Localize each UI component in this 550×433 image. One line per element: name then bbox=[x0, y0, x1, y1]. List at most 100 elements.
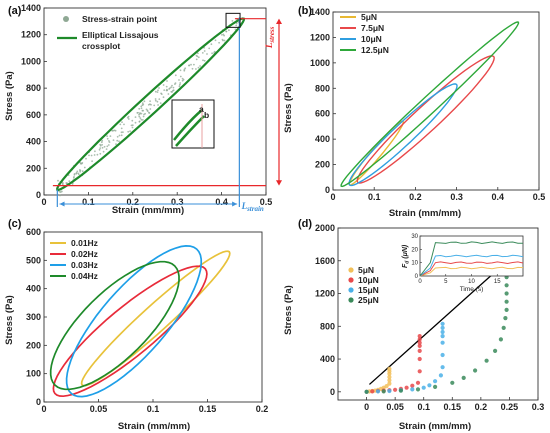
panel-b-series-1 bbox=[356, 55, 495, 184]
panel-a-zoom-box bbox=[225, 12, 241, 28]
panel-a-point bbox=[188, 64, 190, 67]
panel-c-xtick-label-4: 0.2 bbox=[256, 404, 269, 414]
panel-b-xtick-label-1: 0.1 bbox=[368, 192, 381, 202]
panel-b-xtick-label-3: 0.3 bbox=[450, 192, 463, 202]
panel-d-legend-label-3: 25μN bbox=[358, 295, 379, 305]
panel-a-point bbox=[81, 170, 84, 173]
panel-c-xtick-label-1: 0.05 bbox=[90, 404, 108, 414]
panel-c-ylabel: Stress (Pa) bbox=[4, 295, 15, 345]
panel-a-point bbox=[73, 176, 75, 178]
panel-d-legend-marker-1 bbox=[348, 277, 354, 283]
panel-a-xtick-label-2: 0.2 bbox=[127, 197, 140, 207]
panel-d-point-1-8 bbox=[410, 383, 415, 388]
panel-d-inset-xlabel: Time (s) bbox=[460, 286, 484, 293]
panel-d-point-3-10 bbox=[498, 337, 503, 342]
panel-a-point bbox=[96, 153, 99, 156]
panel-a-point bbox=[138, 120, 141, 123]
panel-a-point bbox=[119, 123, 122, 126]
panel-d-series-3 bbox=[364, 266, 509, 394]
panel-a-point bbox=[195, 68, 197, 70]
panel-a-point bbox=[102, 150, 105, 153]
panel-a-point bbox=[140, 118, 143, 121]
panel-a-point bbox=[190, 63, 192, 66]
panel-b-legend-label-1: 7.5μN bbox=[361, 23, 384, 33]
panel-b-ytick-label-5: 1000 bbox=[310, 58, 330, 68]
panel-a-point bbox=[208, 47, 211, 50]
panel-d-point-2-4 bbox=[410, 387, 415, 392]
panel-c-legend-label-0: 0.01Hz bbox=[71, 238, 98, 248]
panel-b-ylabel: Stress (Pa) bbox=[283, 83, 294, 133]
panel-d-legend-label-2: 15μN bbox=[358, 285, 379, 295]
panel-d-point-2-9 bbox=[440, 365, 445, 370]
panel-d-point-3-2 bbox=[398, 388, 403, 393]
panel-c-label: (c) bbox=[8, 218, 22, 230]
panel-a-point bbox=[174, 74, 177, 77]
panel-a-point bbox=[79, 169, 82, 172]
panel-d-legend-marker-3 bbox=[348, 297, 354, 303]
panel-d-inset-series-1 bbox=[419, 261, 524, 277]
panel-a-point bbox=[193, 63, 195, 66]
panel-d-inset-series-2 bbox=[419, 254, 524, 277]
panel-a-point bbox=[183, 68, 186, 71]
panel-a-point bbox=[153, 104, 156, 107]
panel-a-point bbox=[141, 119, 144, 121]
panel-d-point-3-11 bbox=[501, 325, 506, 330]
panel-b-legend-label-2: 10μN bbox=[361, 34, 382, 44]
panel-a-point bbox=[143, 100, 146, 103]
panel-a-point bbox=[138, 115, 141, 118]
panel-c-ytick-label-0: 0 bbox=[36, 397, 41, 407]
panel-c-xtick-label-3: 0.15 bbox=[199, 404, 217, 414]
panel-a-xlabel: Strain (mm/mm) bbox=[112, 205, 184, 216]
panel-a-point bbox=[214, 39, 217, 42]
panel-a-point bbox=[120, 134, 123, 137]
panel-a-point bbox=[197, 56, 200, 59]
panel-a-ytick-label-6: 1200 bbox=[21, 30, 41, 40]
panel-d-point-0-10 bbox=[387, 375, 392, 380]
panel-d-point-3-13 bbox=[504, 307, 509, 312]
panel-a-point bbox=[157, 89, 159, 92]
panel-a-point bbox=[140, 105, 143, 108]
panel-d-xtick-label-0: 0 bbox=[364, 402, 369, 412]
panel-a-point bbox=[73, 173, 76, 175]
panel-a-point bbox=[143, 113, 145, 116]
panel-c-series-0 bbox=[80, 250, 231, 387]
panel-a-point bbox=[76, 170, 79, 173]
panel-a-point bbox=[203, 59, 206, 62]
panel-a-point bbox=[158, 87, 160, 89]
panel-d-point-2-11 bbox=[440, 340, 445, 345]
panel-a-point bbox=[139, 112, 141, 114]
panel-a-point bbox=[130, 124, 133, 127]
panel-d-frame bbox=[337, 227, 539, 401]
panel-c-legend-label-3: 0.04Hz bbox=[71, 271, 98, 281]
panel-c-ytick-label-5: 500 bbox=[26, 255, 41, 265]
panel-a-point bbox=[98, 148, 101, 151]
panel-c-xtick-label-2: 0.1 bbox=[147, 404, 160, 414]
panel-a-point bbox=[179, 82, 182, 84]
panel-a-point bbox=[93, 154, 96, 156]
panel-d-xtick-label-4: 0.2 bbox=[475, 402, 488, 412]
panel-a-point bbox=[179, 69, 182, 72]
panel-a-point bbox=[154, 90, 157, 93]
panel-a-point bbox=[218, 41, 221, 44]
panel-d-point-1-12 bbox=[417, 348, 422, 353]
panel-d-point-1-5 bbox=[393, 387, 398, 392]
panel-a-point bbox=[228, 29, 230, 32]
panel-a-point bbox=[222, 33, 225, 36]
panel-a-point bbox=[162, 96, 165, 99]
panel-a-point bbox=[106, 137, 109, 140]
panel-a-point bbox=[195, 54, 198, 57]
panel-d-point-2-13 bbox=[440, 329, 445, 335]
panel-a-point bbox=[106, 135, 108, 138]
panel-a-point bbox=[109, 135, 112, 138]
panel-b-label: (b) bbox=[298, 5, 312, 17]
panel-a-legend-label-0: Stress-strain point bbox=[82, 14, 157, 24]
panel-a-point bbox=[170, 90, 173, 93]
panel-a-ytick-label-2: 400 bbox=[26, 137, 41, 147]
panel-b-ytick-label-2: 400 bbox=[315, 134, 330, 144]
panel-a-point bbox=[178, 85, 181, 88]
panel-d-point-3-1 bbox=[381, 389, 386, 394]
panel-a-point bbox=[101, 143, 103, 146]
panel-a-point bbox=[235, 22, 238, 25]
panel-a-point bbox=[112, 139, 115, 142]
panel-a-point bbox=[116, 135, 119, 138]
